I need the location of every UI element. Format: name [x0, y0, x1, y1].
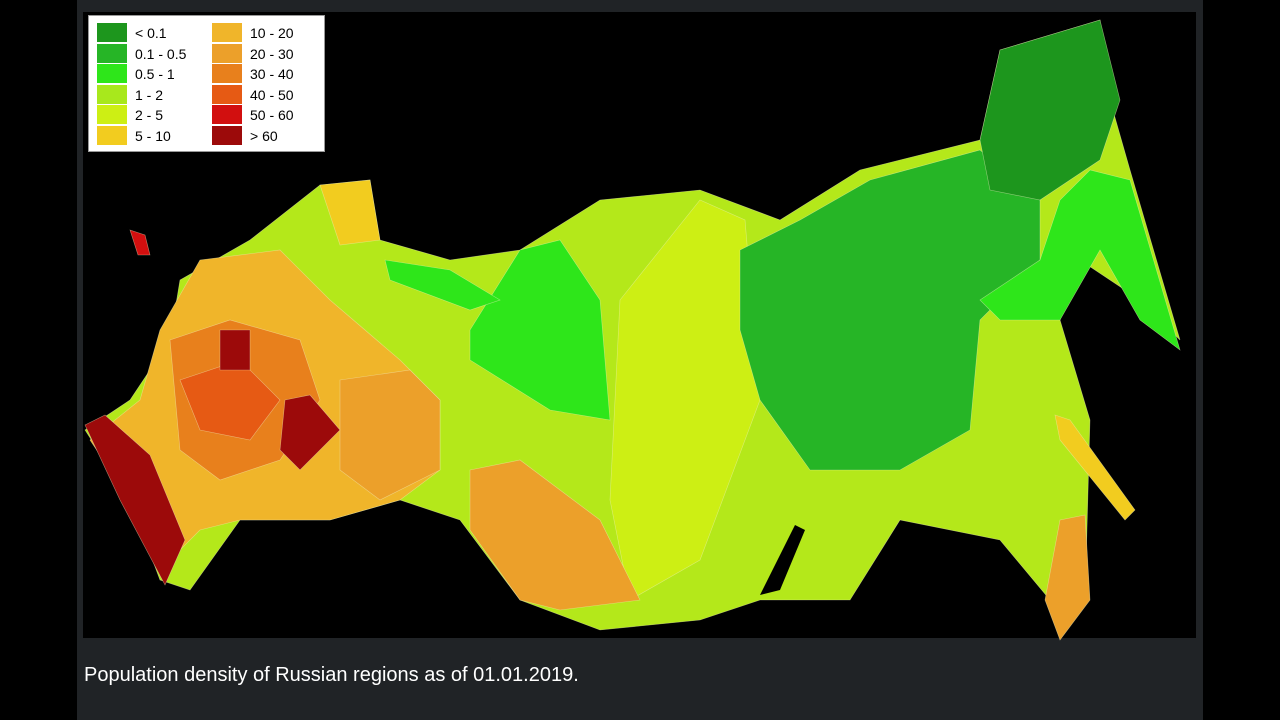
legend-label: 1 - 2: [135, 86, 164, 103]
region: [319, 179, 381, 246]
region: [1054, 414, 1136, 521]
region: [279, 394, 341, 471]
region: [469, 459, 641, 611]
legend-label: 0.1 - 0.5: [135, 45, 187, 62]
legend-swatch: [97, 43, 127, 63]
region: [979, 169, 1181, 351]
region: [129, 229, 151, 256]
legend-label: 40 - 50: [250, 86, 294, 103]
region: [469, 239, 611, 421]
region: [1044, 514, 1091, 641]
region: [339, 369, 441, 501]
legend-swatch: [212, 64, 242, 83]
legend-label: < 0.1: [135, 25, 167, 41]
legend-swatch: [97, 125, 127, 145]
legend-label: 30 - 40: [250, 66, 294, 82]
legend-label: > 60: [250, 127, 278, 144]
legend-swatch: [212, 43, 242, 63]
legend-label: 5 - 10: [135, 127, 171, 144]
lake: [760, 525, 805, 595]
legend-label: 20 - 30: [250, 45, 294, 62]
region: [384, 259, 501, 311]
legend: < 0.1 0.1 - 0.5 0.5 - 1 1 - 2 2 - 5 5 - 10 10 …: [88, 15, 325, 152]
region: [219, 329, 251, 371]
region: [84, 414, 186, 586]
legend-swatch: [212, 105, 242, 124]
legend-swatch: [212, 84, 242, 104]
legend-label: 0.5 - 1: [135, 66, 175, 82]
legend-label: 2 - 5: [135, 107, 164, 123]
legend-label: 50 - 60: [250, 107, 294, 123]
legend-swatch: [212, 125, 242, 145]
region: [609, 199, 761, 601]
legend-swatch: [97, 23, 127, 42]
region: [979, 19, 1121, 201]
legend-swatch: [97, 105, 127, 124]
legend-swatch: [97, 64, 127, 83]
legend-swatch: [212, 23, 242, 42]
region: [739, 149, 1041, 471]
legend-label: 10 - 20: [250, 25, 294, 41]
legend-swatch: [97, 84, 127, 104]
caption: Population density of Russian regions as…: [84, 664, 579, 686]
